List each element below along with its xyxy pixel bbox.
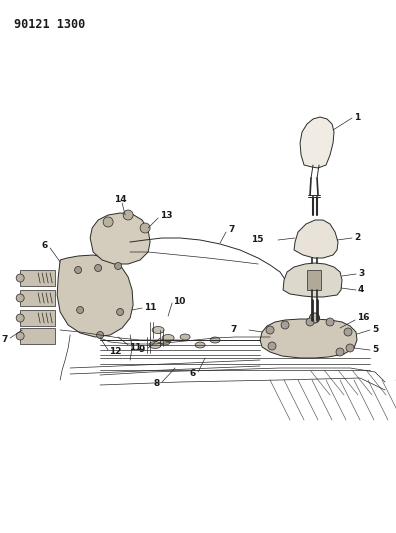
Circle shape (281, 321, 289, 329)
Text: 13: 13 (160, 212, 173, 221)
Ellipse shape (16, 314, 24, 322)
Polygon shape (300, 117, 334, 168)
Text: 12: 12 (109, 348, 122, 357)
Text: 90121 1300: 90121 1300 (14, 18, 86, 31)
Text: 11: 11 (144, 303, 156, 311)
Text: 10: 10 (173, 296, 185, 305)
Circle shape (117, 309, 124, 316)
Text: 7: 7 (231, 325, 237, 334)
Text: 4: 4 (358, 286, 364, 295)
Polygon shape (20, 328, 55, 344)
Text: 6: 6 (42, 241, 48, 251)
Ellipse shape (180, 334, 190, 340)
Text: 9: 9 (139, 345, 145, 354)
Text: 16: 16 (357, 313, 369, 322)
Text: 14: 14 (114, 196, 126, 205)
Circle shape (103, 217, 113, 227)
Text: 5: 5 (372, 325, 378, 334)
Text: 5: 5 (372, 344, 378, 353)
Circle shape (140, 223, 150, 233)
Text: 1: 1 (354, 112, 360, 122)
Ellipse shape (160, 339, 170, 345)
Circle shape (74, 266, 82, 273)
Text: 2: 2 (354, 232, 360, 241)
Polygon shape (57, 255, 133, 337)
Text: 8: 8 (154, 379, 160, 389)
Circle shape (114, 262, 122, 270)
Circle shape (346, 344, 354, 352)
Circle shape (97, 332, 104, 338)
Polygon shape (20, 290, 55, 306)
Ellipse shape (210, 337, 220, 343)
Text: 15: 15 (251, 235, 263, 244)
Polygon shape (90, 213, 150, 264)
Circle shape (77, 306, 84, 313)
Circle shape (268, 342, 276, 350)
Ellipse shape (16, 294, 24, 302)
Ellipse shape (162, 335, 174, 342)
Circle shape (336, 348, 344, 356)
Circle shape (266, 326, 274, 334)
Text: 6: 6 (190, 369, 196, 378)
Circle shape (95, 264, 102, 271)
Polygon shape (283, 263, 342, 297)
Circle shape (326, 318, 334, 326)
Text: 7: 7 (228, 225, 234, 235)
Circle shape (310, 313, 320, 323)
Text: 7: 7 (2, 335, 8, 343)
Circle shape (344, 328, 352, 336)
Polygon shape (294, 220, 338, 258)
Ellipse shape (195, 342, 205, 348)
Ellipse shape (152, 327, 164, 334)
Polygon shape (20, 310, 55, 326)
Circle shape (306, 318, 314, 326)
Text: 3: 3 (358, 269, 364, 278)
Ellipse shape (149, 342, 161, 349)
Text: 11: 11 (129, 343, 142, 351)
Polygon shape (307, 270, 321, 290)
Circle shape (123, 210, 133, 220)
Polygon shape (260, 319, 357, 358)
Ellipse shape (16, 274, 24, 282)
Ellipse shape (16, 332, 24, 340)
Polygon shape (20, 270, 55, 286)
